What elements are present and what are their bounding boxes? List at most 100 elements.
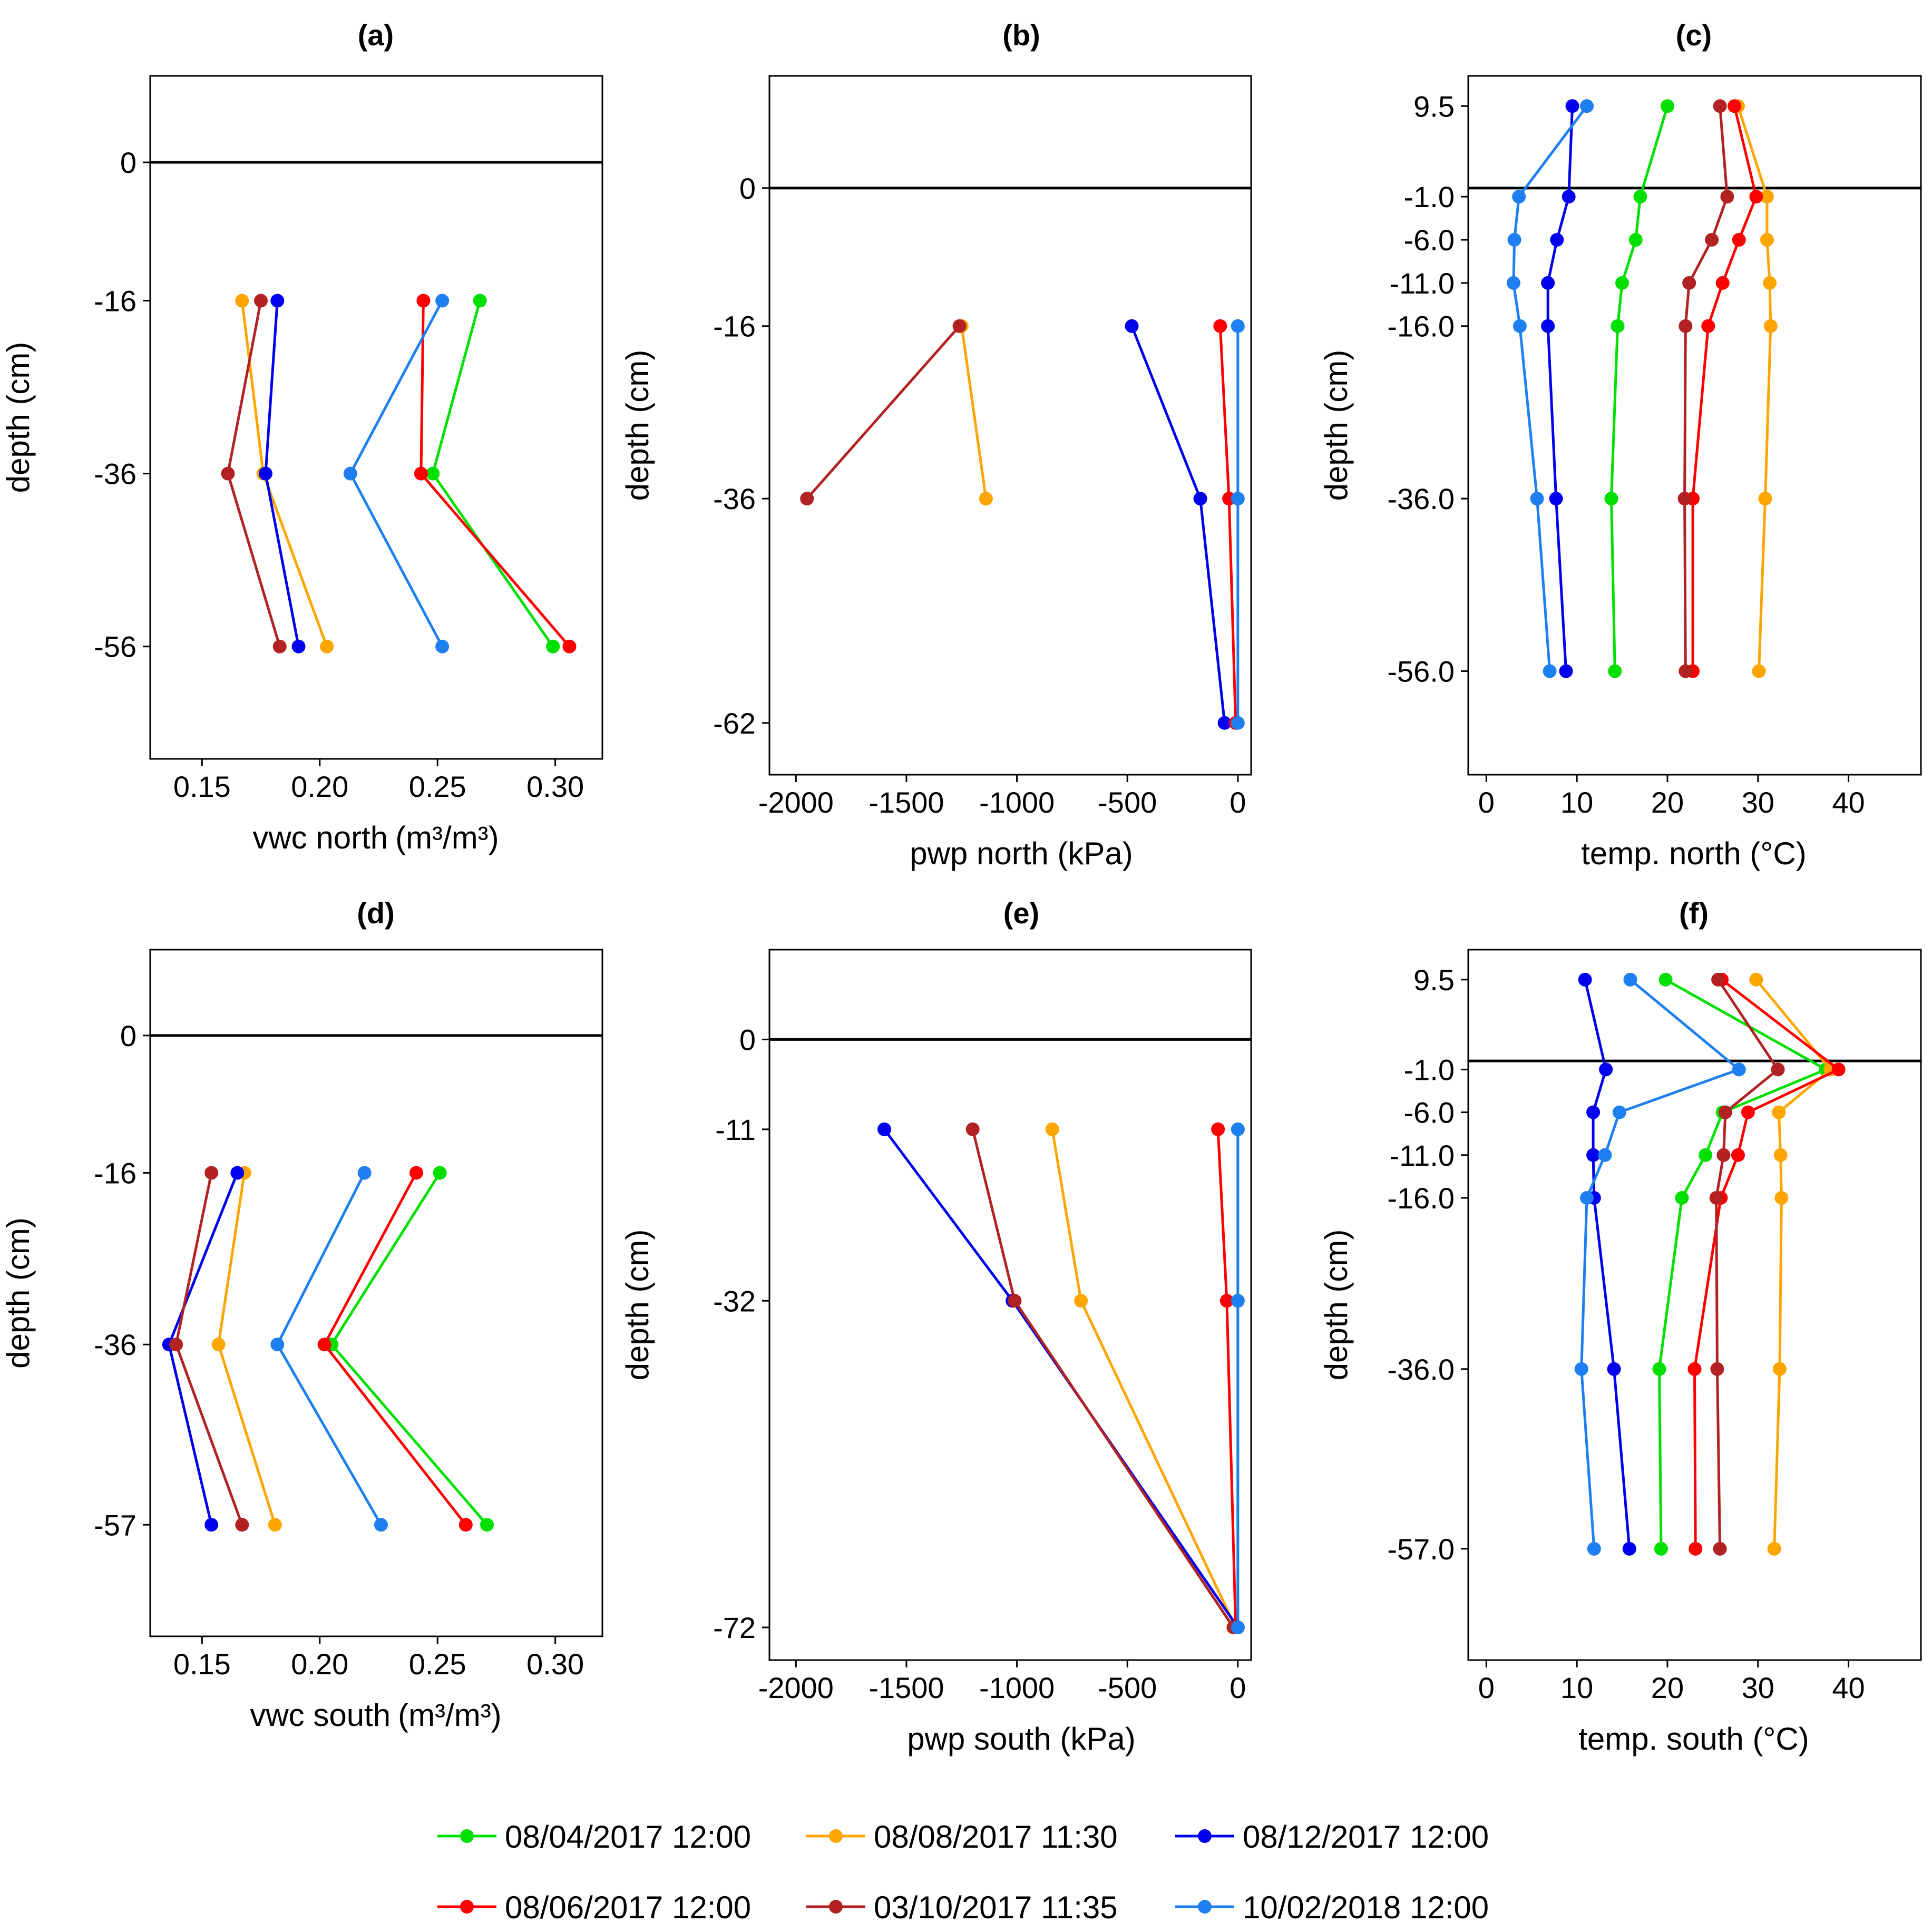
data-point [317, 1338, 331, 1352]
series-5 [1231, 1122, 1245, 1635]
data-point [1586, 1105, 1601, 1119]
series-line [1683, 106, 1729, 671]
legend-key-marker [829, 1829, 843, 1843]
y-tick-label: -16 [713, 310, 756, 343]
data-point [1677, 492, 1692, 506]
series-0 [954, 319, 993, 506]
data-point [270, 1338, 285, 1352]
data-point [1772, 1362, 1787, 1376]
x-tick-label: 0 [1230, 1671, 1246, 1704]
data-point [1660, 99, 1674, 113]
x-tick-label: 40 [1832, 786, 1865, 819]
data-point [1231, 1294, 1245, 1308]
y-axis-label: depth (cm) [1319, 350, 1354, 501]
data-point [268, 1518, 282, 1532]
data-point [416, 294, 431, 308]
x-tick-label: 0.20 [291, 770, 348, 803]
series-3 [800, 319, 967, 506]
x-tick-label: 0 [1478, 1671, 1495, 1704]
data-point [1615, 276, 1629, 290]
data-point [1715, 276, 1730, 290]
data-point [1008, 1294, 1022, 1308]
x-tick-label: 0.30 [526, 1647, 584, 1681]
x-tick-label: 20 [1651, 1671, 1684, 1704]
x-tick-label: 30 [1742, 1671, 1774, 1704]
data-point [221, 466, 235, 481]
data-point [1074, 1294, 1088, 1308]
data-point [320, 639, 334, 653]
data-point [1709, 1191, 1723, 1205]
legend-key-marker [1198, 1829, 1212, 1843]
series-5 [270, 1166, 388, 1532]
data-point [1231, 319, 1245, 333]
data-point [291, 639, 306, 653]
y-tick-label: -36.0 [1387, 1353, 1455, 1386]
data-point [1608, 664, 1622, 678]
data-point [1728, 99, 1742, 113]
series-4 [965, 1122, 1241, 1635]
data-point [1541, 319, 1555, 333]
x-tick-label: 0 [1478, 786, 1495, 819]
data-point [800, 492, 814, 506]
y-tick-label: -11 [715, 1113, 756, 1146]
legend-label: 08/08/2017 11:30 [874, 1819, 1118, 1855]
x-tick-label: 0 [1230, 786, 1246, 819]
data-point [1732, 233, 1746, 247]
y-tick-label: -16.0 [1387, 310, 1455, 343]
data-point [204, 1518, 219, 1532]
data-point [1213, 319, 1227, 333]
panel-title: (e) [1003, 896, 1039, 930]
data-point [1713, 99, 1727, 113]
data-point [409, 1166, 423, 1180]
data-point [1506, 276, 1520, 290]
data-point [1574, 1362, 1588, 1376]
y-tick-label: -56.0 [1387, 655, 1455, 688]
data-point [433, 1166, 447, 1180]
data-point [357, 1166, 372, 1180]
data-point [1682, 276, 1696, 290]
data-point [952, 319, 967, 333]
y-axis-label: depth (cm) [1, 1217, 36, 1369]
data-point [1774, 1191, 1789, 1205]
x-tick-label: 0.20 [291, 1647, 348, 1681]
chart-panel-1: (a) 0.15 0.20 0.25 0.30 0 -16 -36 -56 vwc north (m… [1, 18, 603, 855]
data-point [1687, 1362, 1702, 1376]
y-tick-label: -57.0 [1387, 1533, 1455, 1566]
x-tick-label: 30 [1742, 786, 1774, 819]
data-point [1231, 716, 1245, 730]
y-tick-label: -36 [713, 482, 756, 515]
legend-item: 08/12/2017 12:00 [1175, 1819, 1489, 1855]
x-tick-label: 10 [1560, 1671, 1593, 1704]
y-tick-label: -11.0 [1390, 267, 1455, 300]
y-tick-label: -36.0 [1387, 482, 1455, 515]
data-point [426, 466, 440, 481]
x-axis-label: temp. north (°C) [1581, 836, 1806, 871]
data-point [1831, 1062, 1846, 1077]
series-line [1130, 325, 1226, 724]
x-tick-label: -1500 [869, 1671, 944, 1704]
series-2 [258, 294, 306, 653]
plot-frame [768, 75, 1252, 776]
panel-title: (b) [1002, 18, 1040, 52]
series-line [217, 1173, 277, 1526]
y-axis-label: depth (cm) [1, 342, 36, 493]
data-point [1658, 972, 1673, 987]
data-point [1705, 233, 1719, 247]
data-point [1752, 664, 1766, 678]
panel-title: (c) [1676, 18, 1712, 52]
x-tick-label: 0.30 [526, 770, 584, 803]
data-point [1628, 233, 1643, 247]
y-tick-label: -6.0 [1404, 1096, 1455, 1129]
x-tick-label: 40 [1832, 1671, 1865, 1704]
y-tick-label: -1.0 [1404, 180, 1455, 213]
data-point [1604, 492, 1618, 506]
plot-frame [149, 75, 603, 760]
data-point [169, 1338, 183, 1352]
x-tick-label: -2000 [758, 786, 834, 819]
series-line [1216, 1129, 1237, 1628]
legend-item: 08/04/2017 12:00 [437, 1819, 751, 1855]
data-point [1622, 1541, 1636, 1556]
data-point [1125, 319, 1139, 333]
data-point [1633, 190, 1647, 204]
data-point [1773, 1148, 1788, 1162]
